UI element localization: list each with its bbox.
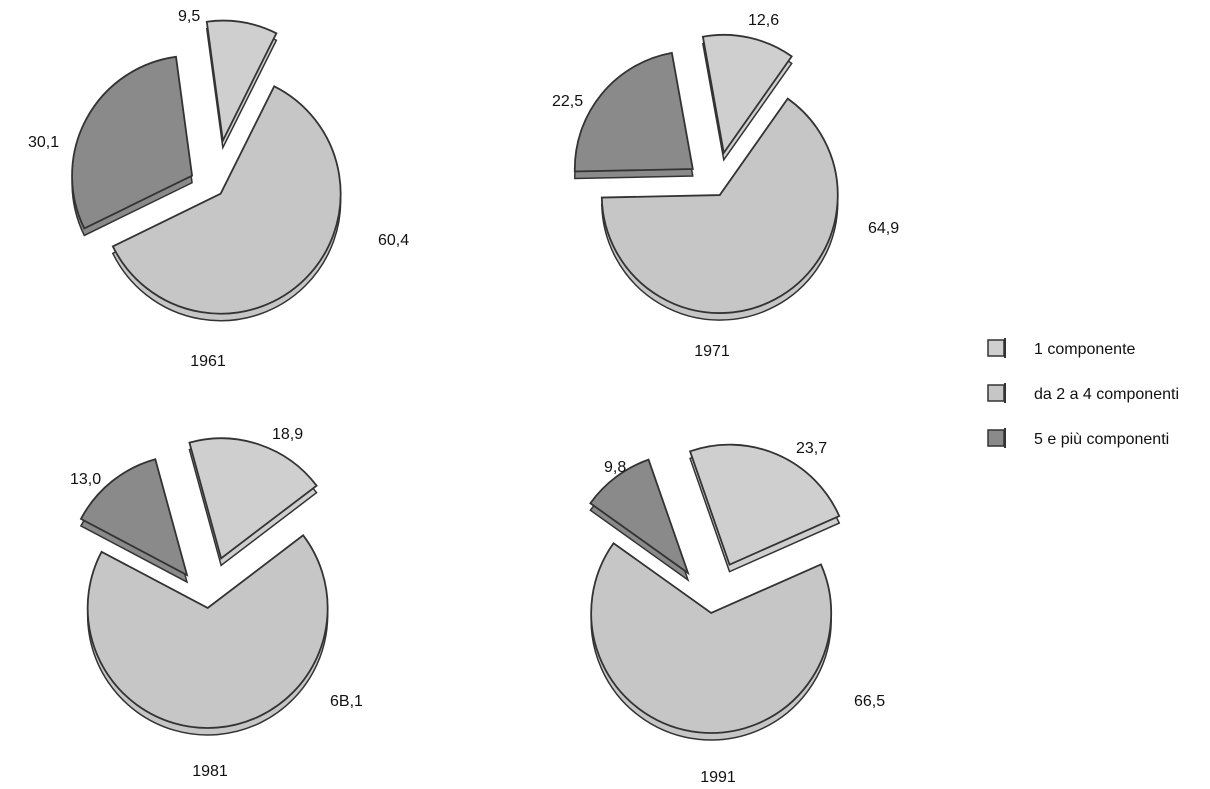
pie-slice — [205, 19, 278, 144]
pie-chart-1991: 23,7 66,5 9,8 1991 — [589, 440, 885, 786]
legend-item: 1 componente — [987, 338, 1136, 358]
pie-value-label: 23,7 — [796, 440, 827, 457]
legend-label: da 2 a 4 componenti — [1034, 386, 1179, 403]
pie-value-label: 9,8 — [604, 459, 626, 476]
pie-slice — [701, 34, 793, 156]
pie-slice — [188, 437, 318, 560]
pie-slice — [71, 55, 194, 230]
pie-value-label: 22,5 — [552, 93, 583, 110]
pie-value-label: 64,9 — [868, 220, 899, 237]
legend-label: 5 e più componenti — [1034, 431, 1169, 448]
pie-value-label: 12,6 — [748, 12, 779, 29]
pie-value-label: 13,0 — [70, 471, 101, 488]
pie-year-label: 1991 — [700, 769, 736, 786]
pie-slice — [111, 85, 342, 315]
legend-swatch-5-e-piu-componenti — [987, 429, 1005, 447]
pie-slice — [589, 458, 690, 576]
legend-label: 1 componente — [1034, 341, 1136, 358]
pie-chart-1981: 18,9 6B,1 13,0 1981 — [70, 426, 363, 780]
pie-value-label: 18,9 — [272, 426, 303, 443]
pie-slice — [79, 458, 189, 577]
legend-swatch-1-componente — [987, 339, 1005, 357]
pie-charts: 9,560,430,1196112,664,922,5197118,96B,11… — [28, 8, 899, 786]
pie-chart-1971: 12,6 64,9 22,5 1971 — [552, 12, 899, 360]
pie-slice — [573, 51, 694, 173]
pie-slice — [688, 443, 841, 566]
pie-year-label: 1971 — [694, 343, 730, 360]
pie-year-label: 1961 — [190, 353, 226, 370]
pie-slice — [590, 541, 833, 734]
pie-value-label: 30,1 — [28, 134, 59, 151]
pie-value-label: 6B,1 — [330, 693, 363, 710]
pie-slice — [600, 97, 839, 314]
pie-slice — [86, 534, 329, 729]
legend-item: 5 e più componenti — [987, 428, 1169, 448]
legend-item: da 2 a 4 componenti — [987, 383, 1179, 403]
pie-value-label: 60,4 — [378, 232, 409, 249]
pie-year-label: 1981 — [192, 763, 228, 780]
pie-value-label: 66,5 — [854, 693, 885, 710]
legend-swatch-da-2-a-4-componenti — [987, 384, 1005, 402]
pie-value-label: 9,5 — [178, 8, 200, 25]
pie-chart-1961: 9,5 60,4 30,1 1961 — [28, 8, 409, 370]
legend: 1 componente da 2 a 4 componenti 5 e più… — [987, 338, 1179, 448]
